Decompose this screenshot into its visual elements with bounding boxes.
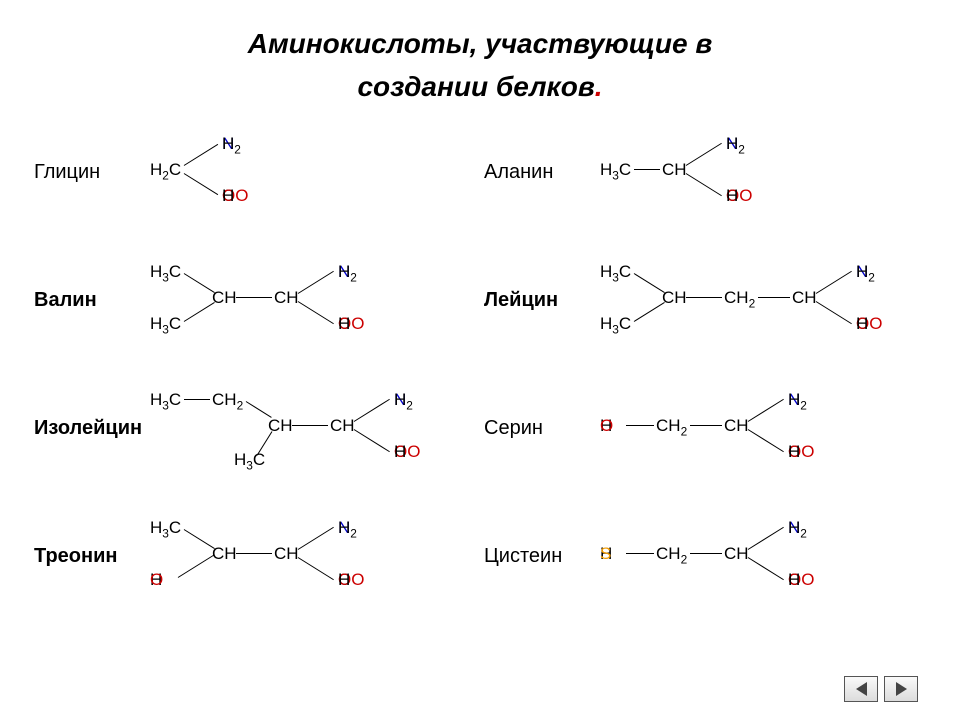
bond-line <box>184 273 215 293</box>
bond-line <box>690 425 722 426</box>
bond-line <box>184 302 215 322</box>
label-serine: Серин <box>480 391 600 440</box>
label-threonine: Треонин <box>30 519 150 568</box>
label-isoleucine: Изолейцин <box>30 391 150 440</box>
amino-acid-grid: ГлицинH2CNH2COOHАланинH3CCHNH2COOHВалинH… <box>30 135 930 647</box>
bond-line <box>184 529 215 549</box>
formula-glycine: H2CNH2COOH <box>150 135 450 225</box>
bond-line <box>354 399 390 422</box>
bond-line <box>292 425 328 426</box>
bond-line <box>748 557 784 580</box>
bond-line <box>690 553 722 554</box>
bond-line <box>634 302 665 322</box>
bond-line <box>686 173 722 196</box>
next-button[interactable] <box>884 676 918 702</box>
grid-row: ГлицинH2CNH2COOHАланинH3CCHNH2COOH <box>30 135 930 245</box>
grid-row: ВалинH3CH3CCHCHNH2COOHЛейцинH3CH3CCHCH2C… <box>30 263 930 373</box>
bond-line <box>298 527 334 550</box>
formula-alanine: H3CCHNH2COOH <box>600 135 900 225</box>
label-leucine: Лейцин <box>480 263 600 312</box>
cell-serine: СеринHOCH2CHNH2COOH <box>480 391 930 481</box>
bond-line <box>236 553 272 554</box>
bond-line <box>626 425 654 426</box>
bond-line <box>816 271 852 294</box>
bond-line <box>298 271 334 294</box>
label-glycine: Глицин <box>30 135 150 184</box>
nav-controls <box>844 676 918 702</box>
bond-line <box>748 399 784 422</box>
grid-row: ИзолейцинH3CCH2CHH3CCHNH2COOHСеринHOCH2C… <box>30 391 930 501</box>
bond-line <box>298 301 334 324</box>
cell-threonine: ТреонинH3CHOCHCHNH2COOH <box>30 519 480 609</box>
bond-line <box>634 169 660 170</box>
grid-row: ТреонинH3CHOCHCHNH2COOHЦистеинHSCH2CHNH2… <box>30 519 930 629</box>
bond-line <box>686 297 722 298</box>
label-cysteine: Цистеин <box>480 519 600 568</box>
bond-line <box>626 553 654 554</box>
prev-button[interactable] <box>844 676 878 702</box>
cell-alanine: АланинH3CCHNH2COOH <box>480 135 930 225</box>
chevron-right-icon <box>896 682 907 696</box>
cell-isoleucine: ИзолейцинH3CCH2CHH3CCHNH2COOH <box>30 391 480 481</box>
bond-line <box>178 555 214 578</box>
bond-line <box>184 173 218 195</box>
bond-line <box>298 557 334 580</box>
title-line-2: создании белков <box>357 71 594 102</box>
formula-isoleucine: H3CCH2CHH3CCHNH2COOH <box>150 391 450 481</box>
formula-cysteine: HSCH2CHNH2COOH <box>600 519 900 609</box>
cell-valine: ВалинH3CH3CCHCHNH2COOH <box>30 263 480 353</box>
bond-line <box>184 399 210 400</box>
bond-line <box>236 297 272 298</box>
formula-threonine: H3CHOCHCHNH2COOH <box>150 519 450 609</box>
label-alanine: Аланин <box>480 135 600 184</box>
bond-line <box>686 143 722 166</box>
cell-leucine: ЛейцинH3CH3CCHCH2CHNH2COOH <box>480 263 930 353</box>
bond-line <box>816 301 852 324</box>
formula-serine: HOCH2CHNH2COOH <box>600 391 900 481</box>
bond-line <box>748 527 784 550</box>
bond-line <box>354 429 390 452</box>
bond-line <box>634 273 665 293</box>
bond-line <box>758 297 790 298</box>
title-period: . <box>595 71 603 102</box>
page-title: Аминокислоты, участвующие в создании бел… <box>0 0 960 109</box>
formula-valine: H3CH3CCHCHNH2COOH <box>150 263 450 353</box>
title-line-1: Аминокислоты, участвующие в <box>248 28 713 59</box>
formula-leucine: H3CH3CCHCH2CHNH2COOH <box>600 263 900 353</box>
cell-glycine: ГлицинH2CNH2COOH <box>30 135 480 225</box>
label-valine: Валин <box>30 263 150 312</box>
chevron-left-icon <box>856 682 867 696</box>
cell-cysteine: ЦистеинHSCH2CHNH2COOH <box>480 519 930 609</box>
bond-line <box>184 144 218 166</box>
bond-line <box>748 429 784 452</box>
